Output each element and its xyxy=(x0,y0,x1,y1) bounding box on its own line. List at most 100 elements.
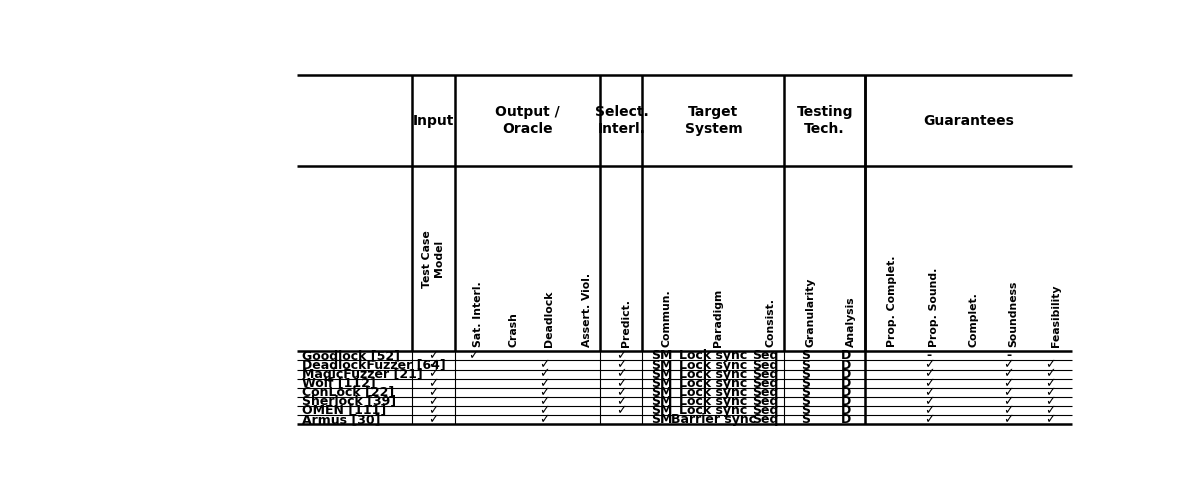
Text: ✓: ✓ xyxy=(468,349,478,363)
Text: Complet.: Complet. xyxy=(970,292,979,347)
Text: Crash: Crash xyxy=(509,312,518,347)
Text: ✓: ✓ xyxy=(427,386,438,399)
Text: S: S xyxy=(801,349,810,363)
Text: -: - xyxy=(927,349,931,363)
Text: Soundness: Soundness xyxy=(1009,281,1018,347)
Text: D: D xyxy=(841,349,851,363)
Text: Assert. Viol.: Assert. Viol. xyxy=(581,273,592,347)
Text: Sherlock [39]: Sherlock [39] xyxy=(302,395,396,408)
Text: ✓: ✓ xyxy=(427,395,438,408)
Text: Seq: Seq xyxy=(752,395,778,408)
Text: SM: SM xyxy=(651,368,672,380)
Text: Testing
Tech.: Testing Tech. xyxy=(796,106,853,136)
Text: ✓: ✓ xyxy=(427,404,438,417)
Text: ✓: ✓ xyxy=(1003,395,1014,408)
Text: DeadlockFuzzer [64]: DeadlockFuzzer [64] xyxy=(302,359,445,372)
Text: ✓: ✓ xyxy=(1046,413,1055,426)
Text: Prop. Complet.: Prop. Complet. xyxy=(887,256,897,347)
Text: Prop. Sound.: Prop. Sound. xyxy=(929,268,940,347)
Text: ✓: ✓ xyxy=(1046,377,1055,390)
Text: Input: Input xyxy=(412,114,454,128)
Text: ✓: ✓ xyxy=(1046,359,1055,372)
Text: Commun.: Commun. xyxy=(661,289,672,347)
Text: Goodlock [52]: Goodlock [52] xyxy=(302,349,400,363)
Text: ✓: ✓ xyxy=(1003,386,1014,399)
Text: S: S xyxy=(801,377,810,390)
Text: Armus [30]: Armus [30] xyxy=(302,413,381,426)
Text: ✓: ✓ xyxy=(427,368,438,380)
Text: SM: SM xyxy=(651,377,672,390)
Text: Seq: Seq xyxy=(752,377,778,390)
Text: Consist.: Consist. xyxy=(765,298,775,347)
Text: ✓: ✓ xyxy=(1003,359,1014,372)
Text: ✓: ✓ xyxy=(924,395,935,408)
Text: ✓: ✓ xyxy=(1003,377,1014,390)
Text: S: S xyxy=(801,404,810,417)
Text: SM: SM xyxy=(651,386,672,399)
Text: Deadlock: Deadlock xyxy=(544,290,554,347)
Text: Seq: Seq xyxy=(752,349,778,363)
Text: ✓: ✓ xyxy=(1003,404,1014,417)
Text: ✓: ✓ xyxy=(616,349,627,363)
Text: ✓: ✓ xyxy=(924,359,935,372)
Text: ✓: ✓ xyxy=(616,395,627,408)
Text: Wolf [112]: Wolf [112] xyxy=(302,377,376,390)
Text: ✓: ✓ xyxy=(1003,368,1014,380)
Text: ✓: ✓ xyxy=(616,359,627,372)
Text: ✓: ✓ xyxy=(540,395,549,408)
Text: D: D xyxy=(841,359,851,372)
Text: Lock sync: Lock sync xyxy=(679,349,747,363)
Text: OMEN [111]: OMEN [111] xyxy=(302,404,386,417)
Text: ✓: ✓ xyxy=(616,368,627,380)
Text: ✓: ✓ xyxy=(540,377,549,390)
Text: ✓: ✓ xyxy=(540,404,549,417)
Text: ✓: ✓ xyxy=(1003,413,1014,426)
Text: ✓: ✓ xyxy=(1046,386,1055,399)
Text: Output /
Oracle: Output / Oracle xyxy=(496,106,560,136)
Text: S: S xyxy=(801,395,810,408)
Text: SM: SM xyxy=(651,404,672,417)
Text: ✓: ✓ xyxy=(427,413,438,426)
Text: Barrier sync: Barrier sync xyxy=(671,413,756,426)
Text: ✓: ✓ xyxy=(924,368,935,380)
Text: Seq: Seq xyxy=(752,413,778,426)
Text: Seq: Seq xyxy=(752,386,778,399)
Text: Target
System: Target System xyxy=(684,106,743,136)
Text: ✓: ✓ xyxy=(1046,368,1055,380)
Text: S: S xyxy=(801,386,810,399)
Text: Test Case
Model: Test Case Model xyxy=(423,230,444,288)
Text: ✓: ✓ xyxy=(616,377,627,390)
Text: Analysis: Analysis xyxy=(845,296,856,347)
Text: SM: SM xyxy=(651,349,672,363)
Text: D: D xyxy=(841,413,851,426)
Text: ✓: ✓ xyxy=(540,359,549,372)
Text: ✓: ✓ xyxy=(924,404,935,417)
Text: Granularity: Granularity xyxy=(806,277,816,347)
Text: Lock sync: Lock sync xyxy=(679,404,747,417)
Text: SM: SM xyxy=(651,359,672,372)
Text: Lock sync: Lock sync xyxy=(679,377,747,390)
Text: Lock sync: Lock sync xyxy=(679,386,747,399)
Text: ✓: ✓ xyxy=(924,386,935,399)
Text: ✓: ✓ xyxy=(540,368,549,380)
Text: Seq: Seq xyxy=(752,368,778,380)
Text: Guarantees: Guarantees xyxy=(923,114,1014,128)
Text: D: D xyxy=(841,368,851,380)
Text: Lock sync: Lock sync xyxy=(679,395,747,408)
Text: Lock sync: Lock sync xyxy=(679,368,747,380)
Text: ConLock [22]: ConLock [22] xyxy=(302,386,394,399)
Text: ✓: ✓ xyxy=(540,413,549,426)
Text: D: D xyxy=(841,377,851,390)
Text: MagicFuzzer [21]: MagicFuzzer [21] xyxy=(302,368,423,380)
Text: ✓: ✓ xyxy=(924,377,935,390)
Text: ✓: ✓ xyxy=(616,386,627,399)
Text: ✓: ✓ xyxy=(924,413,935,426)
Text: SM: SM xyxy=(651,413,672,426)
Text: Paradigm: Paradigm xyxy=(714,288,724,347)
Text: Select.
Interl.: Select. Interl. xyxy=(595,106,648,136)
Text: ✓: ✓ xyxy=(1046,395,1055,408)
Text: ✓: ✓ xyxy=(540,386,549,399)
Text: Predict.: Predict. xyxy=(621,299,632,347)
Text: Lock sync: Lock sync xyxy=(679,359,747,372)
Text: ✓: ✓ xyxy=(616,404,627,417)
